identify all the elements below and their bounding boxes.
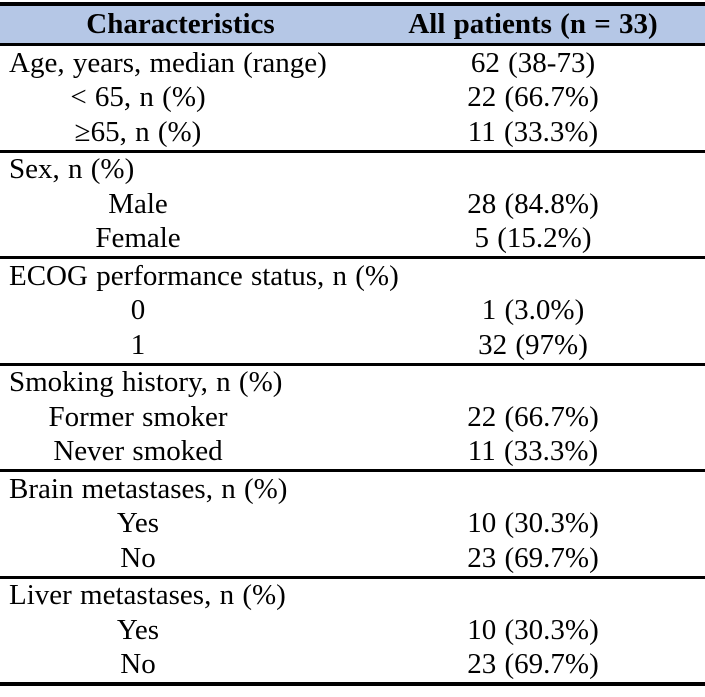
value-cell: 23 (69.7%): [467, 648, 599, 681]
value-cell: [361, 575, 705, 613]
value-cell: 11 (33.3%): [467, 115, 599, 148]
table-row: Female 5 (15.2%): [0, 222, 705, 258]
table-row: Liver metastases, n (%): [0, 575, 705, 613]
table-header: Characteristics All patients (n = 33): [0, 4, 705, 46]
characteristic-cell: Liver metastases, n (%): [0, 575, 361, 613]
table-row: Former smoker 22 (66.7%): [0, 400, 705, 435]
value-cell: [361, 469, 705, 507]
table-section: Age, years, median (range) 62 (38-73) < …: [0, 45, 705, 152]
value-cell: 22 (66.7%): [467, 81, 599, 114]
header-all-patients: All patients (n = 33): [361, 4, 705, 46]
table-row: Never smoked 11 (33.3%): [0, 435, 705, 471]
table-row: ≥65, n (%) 11 (33.3%): [0, 115, 705, 151]
header-characteristics: Characteristics: [0, 4, 361, 46]
table-row: No 23 (69.7%): [0, 648, 705, 685]
table-row: Male 28 (84.8%): [0, 187, 705, 222]
characteristic-cell: No: [120, 541, 156, 574]
table-row: Yes 10 (30.3%): [0, 613, 705, 648]
value-cell: 10 (30.3%): [467, 613, 599, 646]
table-row: Yes 10 (30.3%): [0, 507, 705, 542]
value-cell: 5 (15.2%): [474, 222, 592, 255]
table-section: Smoking history, n (%) Former smoker 22 …: [0, 362, 705, 471]
table-row: Age, years, median (range) 62 (38-73): [0, 45, 705, 81]
characteristic-cell: Male: [108, 187, 168, 220]
table-row: Smoking history, n (%): [0, 362, 705, 400]
table-row: ECOG performance status, n (%): [0, 256, 705, 294]
header-row: Characteristics All patients (n = 33): [0, 4, 705, 46]
value-cell: 10 (30.3%): [467, 507, 599, 540]
table-section: Sex, n (%) Male 28 (84.8%) Female 5 (15.…: [0, 149, 705, 258]
table-row: Brain metastases, n (%): [0, 469, 705, 507]
table-section: Brain metastases, n (%) Yes 10 (30.3%) N…: [0, 469, 705, 578]
table-row: Sex, n (%): [0, 149, 705, 187]
table-section: ECOG performance status, n (%) 0 1 (3.0%…: [0, 256, 705, 365]
table-row: 1 32 (97%): [0, 328, 705, 364]
value-cell: 22 (66.7%): [467, 400, 599, 433]
table-row: 0 1 (3.0%): [0, 294, 705, 329]
value-cell: [361, 362, 705, 400]
value-cell: 28 (84.8%): [467, 187, 599, 220]
value-cell: 62 (38-73): [470, 46, 596, 79]
characteristic-cell: Age, years, median (range): [9, 46, 327, 79]
value-cell: 1 (3.0%): [481, 294, 585, 327]
value-cell: 11 (33.3%): [467, 435, 599, 468]
value-cell: [361, 149, 705, 187]
characteristic-cell: Former smoker: [48, 400, 228, 433]
characteristic-cell: < 65, n (%): [70, 81, 206, 114]
characteristic-cell: Sex, n (%): [0, 149, 361, 187]
value-cell: 32 (97%): [478, 328, 588, 361]
characteristic-cell: ≥65, n (%): [74, 115, 202, 148]
characteristic-cell: Smoking history, n (%): [0, 362, 361, 400]
table-section: Liver metastases, n (%) Yes 10 (30.3%) N…: [0, 575, 705, 685]
value-cell: [361, 256, 705, 294]
characteristic-cell: Never smoked: [53, 435, 223, 468]
table-row: No 23 (69.7%): [0, 541, 705, 577]
characteristic-cell: 1: [130, 328, 146, 361]
characteristic-cell: Brain metastases, n (%): [0, 469, 361, 507]
characteristic-cell: 0: [130, 294, 146, 327]
characteristic-cell: Yes: [116, 613, 160, 646]
characteristic-cell: No: [120, 648, 156, 681]
characteristic-cell: Female: [95, 222, 181, 255]
characteristic-cell: ECOG performance status, n (%): [0, 256, 399, 294]
table-row: < 65, n (%) 22 (66.7%): [0, 81, 705, 116]
characteristic-cell: Yes: [116, 507, 160, 540]
value-cell: 23 (69.7%): [467, 541, 599, 574]
